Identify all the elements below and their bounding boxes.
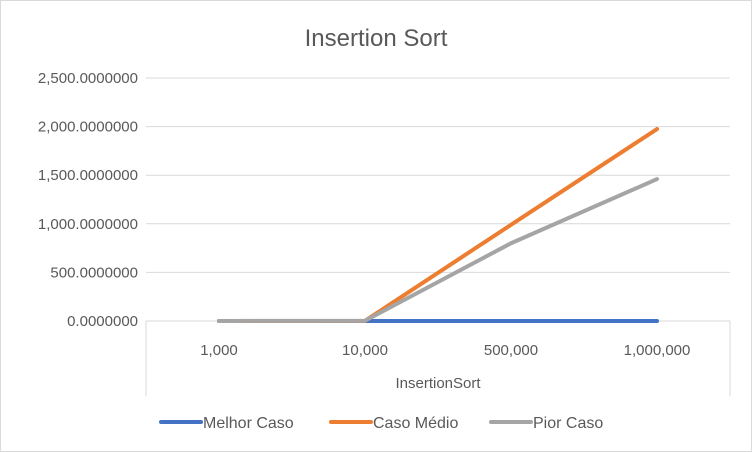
legend-label: Caso Médio: [373, 415, 458, 432]
legend: Melhor Caso Caso Médio Pior Caso: [161, 415, 603, 432]
x-tick-label: 1,000,000: [624, 342, 691, 359]
y-tick-label: 1,500.0000000: [38, 167, 138, 184]
legend-label: Pior Caso: [533, 415, 603, 432]
chart-title: Insertion Sort: [305, 25, 448, 52]
y-tick-labels: 0.0000000 500.0000000 1,000.0000000 1,500.0…: [38, 70, 138, 330]
y-tick-label: 500.0000000: [50, 264, 138, 281]
x-tick-label: 1,000: [200, 342, 238, 359]
x-tick-labels: 1,000 10,000 500,000 1,000,000: [200, 342, 690, 359]
series-lines: [219, 129, 657, 321]
grid-lines: [146, 78, 730, 321]
y-tick-label: 2,500.0000000: [38, 70, 138, 87]
y-tick-label: 1,000.0000000: [38, 216, 138, 233]
series-line-2: [219, 179, 657, 321]
legend-label: Melhor Caso: [203, 415, 294, 432]
x-tick-label: 500,000: [484, 342, 538, 359]
x-tick-label: 10,000: [342, 342, 388, 359]
y-tick-label: 0.0000000: [67, 313, 138, 330]
series-line-1: [219, 129, 657, 321]
x-axis-title: InsertionSort: [395, 375, 481, 392]
y-tick-label: 2,000.0000000: [38, 119, 138, 136]
